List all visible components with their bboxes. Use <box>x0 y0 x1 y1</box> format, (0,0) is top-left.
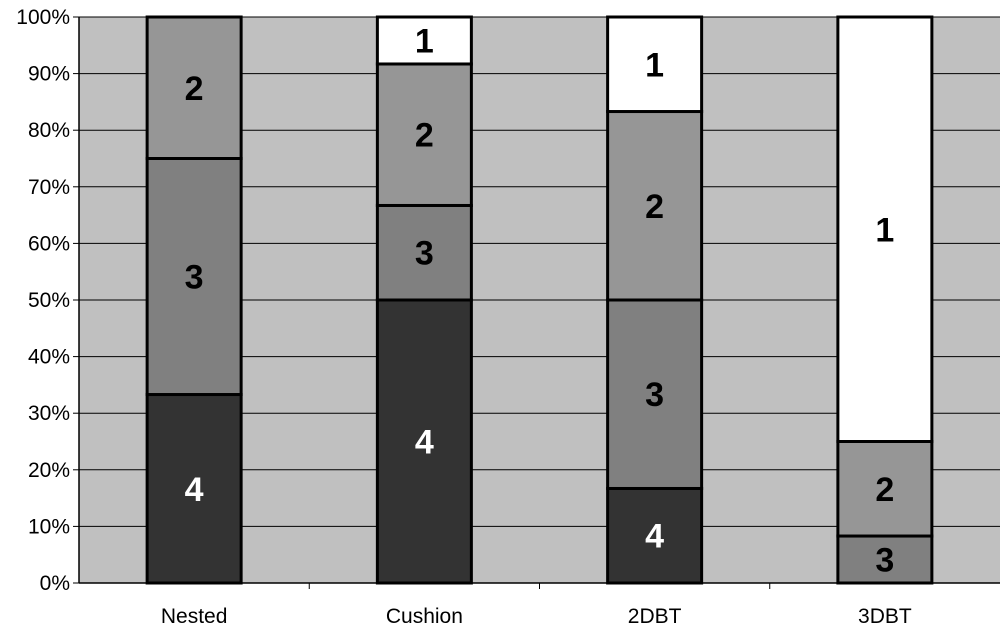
y-tick-label: 0% <box>40 572 70 595</box>
x-tick-label: 2DBT <box>628 605 682 628</box>
y-tick-label: 80% <box>28 119 70 142</box>
segment-label: 2 <box>415 117 434 155</box>
bar-segment <box>375 203 473 302</box>
x-tick-label: 3DBT <box>858 605 912 628</box>
bar-segment <box>145 15 243 160</box>
segment-label: 2 <box>875 471 894 509</box>
bar-segment <box>836 440 934 538</box>
y-tick-label: 10% <box>28 515 70 538</box>
bar-segment <box>606 110 704 302</box>
segment-label: 3 <box>415 235 434 273</box>
x-axis-tick-labels: Nested Cushion 2DBT 3DBT <box>161 583 912 628</box>
bar-segment <box>836 534 934 585</box>
y-tick-label: 100% <box>16 6 70 29</box>
segment-label: 2 <box>645 188 664 226</box>
bar-segment <box>145 157 243 397</box>
y-tick-label: 30% <box>28 402 70 425</box>
bar-segment <box>606 15 704 114</box>
segment-label: 1 <box>875 211 894 249</box>
bars: 4 3 2 4 3 2 1 4 3 2 1 3 2 1 <box>145 15 934 585</box>
segment-label: 2 <box>185 70 204 108</box>
y-tick-label: 70% <box>28 176 70 199</box>
segment-label: 4 <box>645 518 664 556</box>
y-tick-label: 60% <box>28 232 70 255</box>
segment-label: 3 <box>875 542 894 580</box>
y-tick-label: 40% <box>28 346 70 369</box>
segment-label: 4 <box>185 471 204 509</box>
segment-label: 3 <box>185 259 204 297</box>
segment-label: 1 <box>415 22 434 60</box>
bar-segment <box>836 15 934 443</box>
y-tick-label: 20% <box>28 459 70 482</box>
bar-segment <box>606 298 704 490</box>
x-tick-label: Nested <box>161 605 228 628</box>
bar-segment <box>375 15 473 66</box>
segment-label: 4 <box>415 424 434 462</box>
segment-label: 3 <box>645 376 664 414</box>
y-axis-tick-labels: 0% 10% 20% 30% 40% 50% 60% 70% 80% 90% 100% <box>16 6 70 595</box>
y-tick-label: 50% <box>28 289 70 312</box>
bar-segment <box>375 62 473 207</box>
segment-label: 1 <box>645 46 664 84</box>
bar-segment <box>145 393 243 585</box>
y-tick-label: 90% <box>28 63 70 86</box>
x-tick-label: Cushion <box>386 605 463 628</box>
